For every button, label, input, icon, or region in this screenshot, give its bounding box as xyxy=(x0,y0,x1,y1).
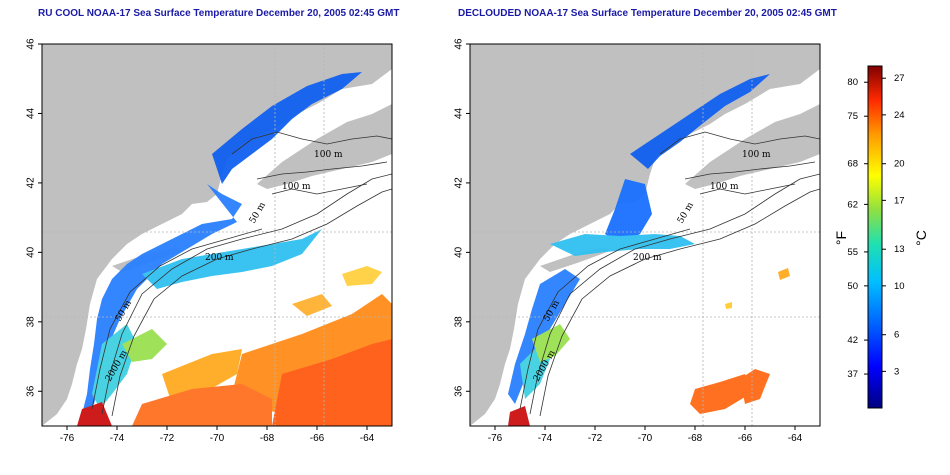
celsius-tick-label: 13 xyxy=(894,244,905,255)
temperature-colorbar: 80 75 68 62 55 50 42 37 27 24 20 17 13 10 6 3 °F °C xyxy=(833,65,929,409)
left-y-tick-label: 38 xyxy=(26,316,37,328)
left-map-panel: 100 m 100 m 50 m 200 m 50 m 2000 m -76 -7… xyxy=(26,38,393,444)
left-bathymetry-contours xyxy=(91,131,392,417)
fahrenheit-tick-label: 62 xyxy=(847,199,858,210)
fahrenheit-tick-label: 55 xyxy=(847,247,858,258)
right-land-mainland xyxy=(470,44,820,426)
right-contour-label-200m: 200 m xyxy=(633,253,662,263)
left-axes: -76 -74 -72 -70 -68 -66 -64 36 38 40 42 44 46 xyxy=(26,38,375,444)
right-y-tick-label: 38 xyxy=(454,316,465,328)
fahrenheit-unit-label: °F xyxy=(833,231,849,245)
celsius-tick-label: 17 xyxy=(894,195,905,206)
left-contour-label-100m-b: 100 m xyxy=(282,182,311,192)
left-contour-label-200m: 200 m xyxy=(205,253,234,263)
celsius-tick-label: 20 xyxy=(894,159,905,170)
fahrenheit-tick-label: 42 xyxy=(847,335,858,346)
right-y-tick-label: 46 xyxy=(454,38,465,50)
left-x-tick-label: -70 xyxy=(210,433,225,444)
right-contour-label-100m-a: 100 m xyxy=(742,150,771,160)
right-x-tick-label: -64 xyxy=(788,433,803,444)
right-land-nova-scotia xyxy=(685,104,820,189)
right-x-tick-label: -68 xyxy=(688,433,703,444)
fahrenheit-tick-label: 75 xyxy=(847,111,858,122)
celsius-tick-label: 24 xyxy=(894,110,905,121)
colorbar-ticks: 80 75 68 62 55 50 42 37 27 24 20 17 13 10 6 3 xyxy=(847,73,904,380)
left-x-tick-label: -76 xyxy=(60,433,75,444)
right-x-tick-label: -72 xyxy=(588,433,603,444)
right-y-tick-label: 40 xyxy=(454,246,465,258)
left-land-nova-scotia xyxy=(257,104,392,189)
left-map-title: RU COOL NOAA-17 Sea Surface Temperature … xyxy=(38,8,400,19)
right-axes: -76 -74 -72 -70 -68 -66 -64 36 38 40 42 44 46 xyxy=(454,38,803,444)
celsius-tick-label: 3 xyxy=(894,366,899,377)
right-y-tick-label: 42 xyxy=(454,177,465,189)
left-sst-field xyxy=(77,72,392,426)
colorbar-gradient xyxy=(867,65,883,409)
right-bathymetry-contours xyxy=(519,131,820,417)
left-x-tick-label: -66 xyxy=(310,433,325,444)
left-x-tick-label: -72 xyxy=(160,433,175,444)
left-y-tick-label: 46 xyxy=(26,38,37,50)
fahrenheit-tick-label: 80 xyxy=(847,77,858,88)
left-land-mainland xyxy=(42,44,392,426)
left-x-tick-label: -74 xyxy=(110,433,125,444)
left-y-tick-label: 44 xyxy=(26,107,37,119)
left-x-tick-label: -64 xyxy=(360,433,375,444)
right-x-tick-label: -70 xyxy=(638,433,653,444)
celsius-tick-label: 27 xyxy=(894,73,905,84)
celsius-unit-label: °C xyxy=(913,230,929,246)
celsius-tick-label: 6 xyxy=(894,330,899,341)
left-y-tick-label: 40 xyxy=(26,246,37,258)
right-y-tick-label: 44 xyxy=(454,107,465,119)
right-x-tick-label: -76 xyxy=(488,433,503,444)
fahrenheit-tick-label: 68 xyxy=(847,159,858,170)
right-x-tick-label: -74 xyxy=(538,433,553,444)
left-y-tick-label: 42 xyxy=(26,177,37,189)
right-contour-label-100m-b: 100 m xyxy=(710,182,739,192)
fahrenheit-tick-label: 50 xyxy=(847,281,858,292)
right-y-tick-label: 36 xyxy=(454,385,465,397)
right-x-tick-label: -66 xyxy=(738,433,753,444)
left-x-tick-label: -68 xyxy=(260,433,275,444)
fahrenheit-tick-label: 37 xyxy=(847,369,858,380)
celsius-tick-label: 10 xyxy=(894,281,905,292)
left-contour-label-100m-a: 100 m xyxy=(314,150,343,160)
right-map-title: DECLOUDED NOAA-17 Sea Surface Temperatur… xyxy=(458,8,837,19)
right-map-panel: 100 m 100 m 50 m 200 m 50 m 2000 m -76 -7… xyxy=(454,38,821,444)
left-y-tick-label: 36 xyxy=(26,385,37,397)
right-sst-field xyxy=(508,74,790,426)
